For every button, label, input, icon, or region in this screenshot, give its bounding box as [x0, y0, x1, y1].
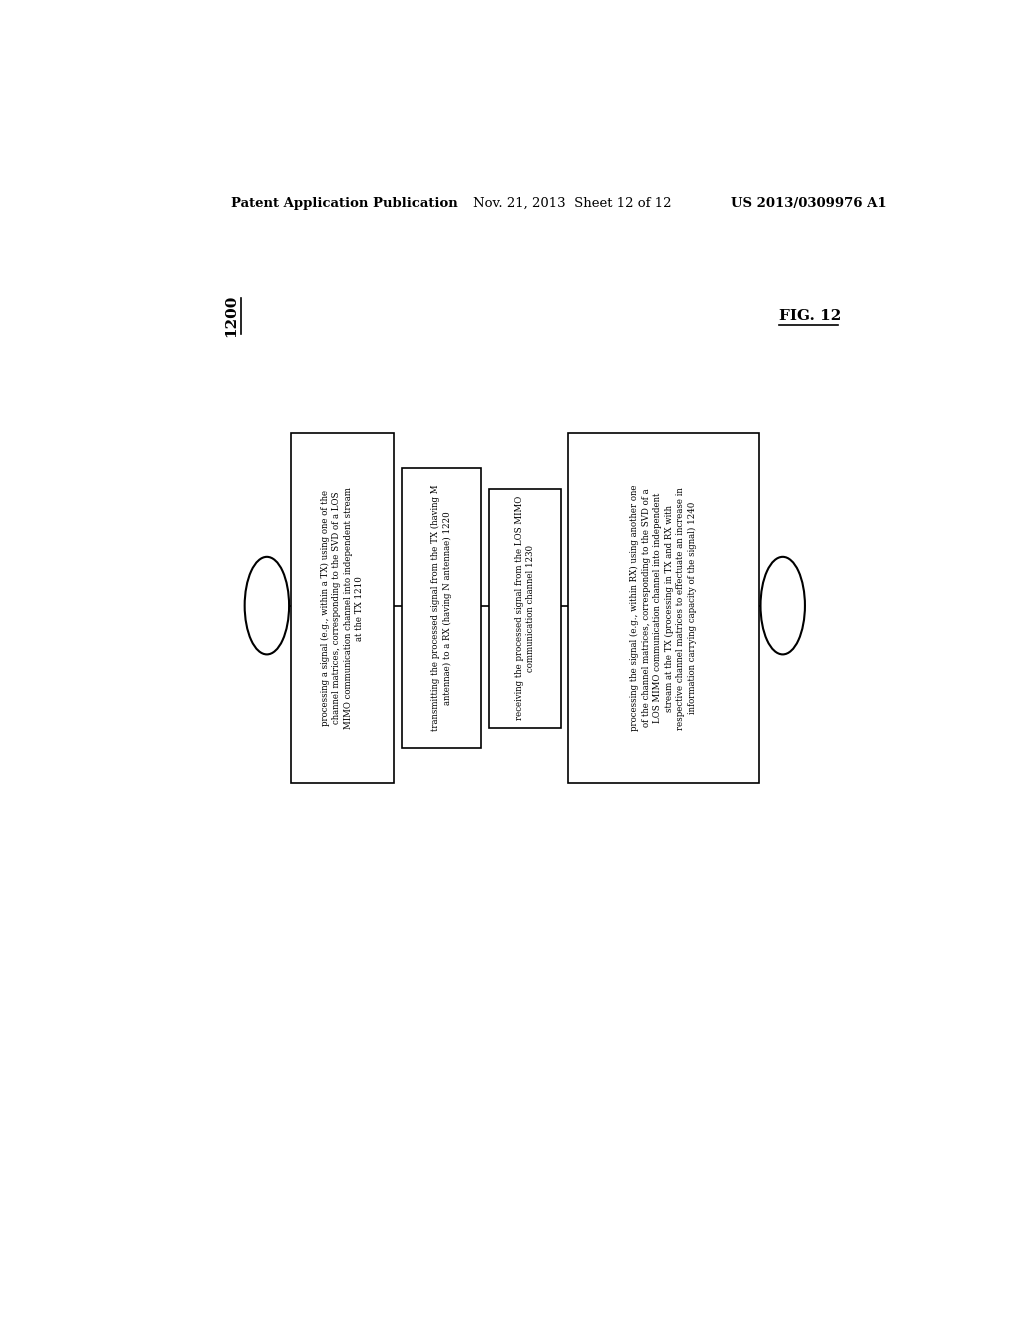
Ellipse shape: [761, 557, 805, 655]
Text: Patent Application Publication: Patent Application Publication: [231, 197, 458, 210]
Text: Nov. 21, 2013  Sheet 12 of 12: Nov. 21, 2013 Sheet 12 of 12: [473, 197, 672, 210]
Text: processing a signal (e.g., within a TX) using one of the
channel matrices, corre: processing a signal (e.g., within a TX) …: [321, 487, 364, 729]
FancyBboxPatch shape: [291, 433, 394, 784]
Text: US 2013/0309976 A1: US 2013/0309976 A1: [731, 197, 887, 210]
Ellipse shape: [245, 557, 289, 655]
Text: transmitting the processed signal from the TX (having M
antennae) to a RX (havin: transmitting the processed signal from t…: [431, 484, 452, 731]
Text: receiving the processed signal from the LOS MIMO
communication channel 1230: receiving the processed signal from the …: [515, 496, 535, 721]
Text: FIG. 12: FIG. 12: [778, 309, 841, 323]
FancyBboxPatch shape: [489, 488, 560, 727]
Text: 1200: 1200: [224, 294, 239, 337]
FancyBboxPatch shape: [568, 433, 759, 784]
Text: processing the signal (e.g., within RX) using another one
of the channel matrice: processing the signal (e.g., within RX) …: [631, 484, 697, 731]
FancyBboxPatch shape: [401, 469, 481, 748]
